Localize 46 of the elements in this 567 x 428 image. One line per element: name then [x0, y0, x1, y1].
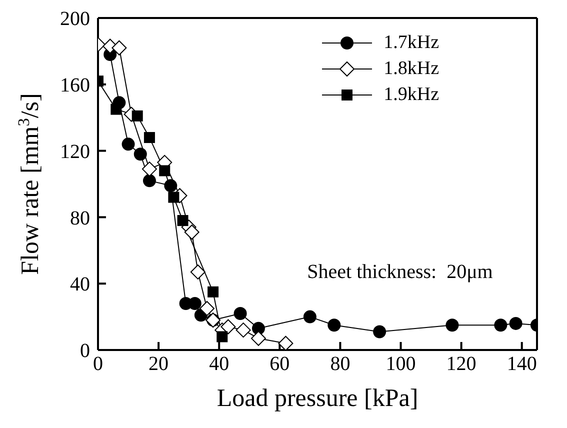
point [122, 138, 135, 151]
point [373, 325, 386, 338]
point [188, 297, 202, 310]
point [144, 132, 155, 144]
legend-label: 1.9kHz [384, 84, 439, 106]
y-tick-label: 40 [70, 274, 90, 296]
x-tick-label: 60 [270, 353, 290, 376]
point [234, 306, 247, 320]
point [112, 40, 127, 56]
x-tick-label: 20 [148, 353, 169, 376]
point [177, 215, 188, 226]
point [328, 318, 341, 332]
y-tick-label: 160 [60, 74, 90, 96]
point [159, 165, 170, 176]
legend-label: 1.7kHz [384, 32, 439, 54]
point [446, 318, 459, 332]
point [236, 322, 251, 338]
point [303, 310, 316, 324]
x-tick-label: 140 [506, 353, 537, 376]
x-axis-title: Load pressure [kPa] [216, 384, 418, 412]
point [199, 301, 214, 316]
point [220, 319, 236, 334]
annotation: Sheet thickness: 20μm [307, 261, 494, 283]
point [142, 174, 156, 188]
point [208, 286, 219, 298]
point [278, 336, 294, 350]
legend-label: 1.8kHz [384, 58, 439, 80]
x-tick-label: 120 [446, 353, 476, 376]
point [216, 331, 228, 342]
point [190, 264, 206, 280]
point [164, 179, 178, 192]
point [132, 110, 143, 122]
point [250, 330, 266, 346]
y-tick-label: 200 [60, 8, 90, 30]
y-tick-label: 120 [60, 140, 90, 163]
point [509, 316, 522, 330]
x-tick-label: 80 [330, 353, 350, 376]
point [168, 192, 180, 203]
point [494, 318, 508, 332]
point [110, 104, 122, 115]
y-tick-label: 80 [70, 207, 90, 230]
x-tick-label: 100 [386, 353, 416, 376]
x-tick-label: 40 [209, 353, 230, 376]
point [142, 162, 157, 177]
point [134, 148, 147, 161]
point [184, 224, 200, 240]
